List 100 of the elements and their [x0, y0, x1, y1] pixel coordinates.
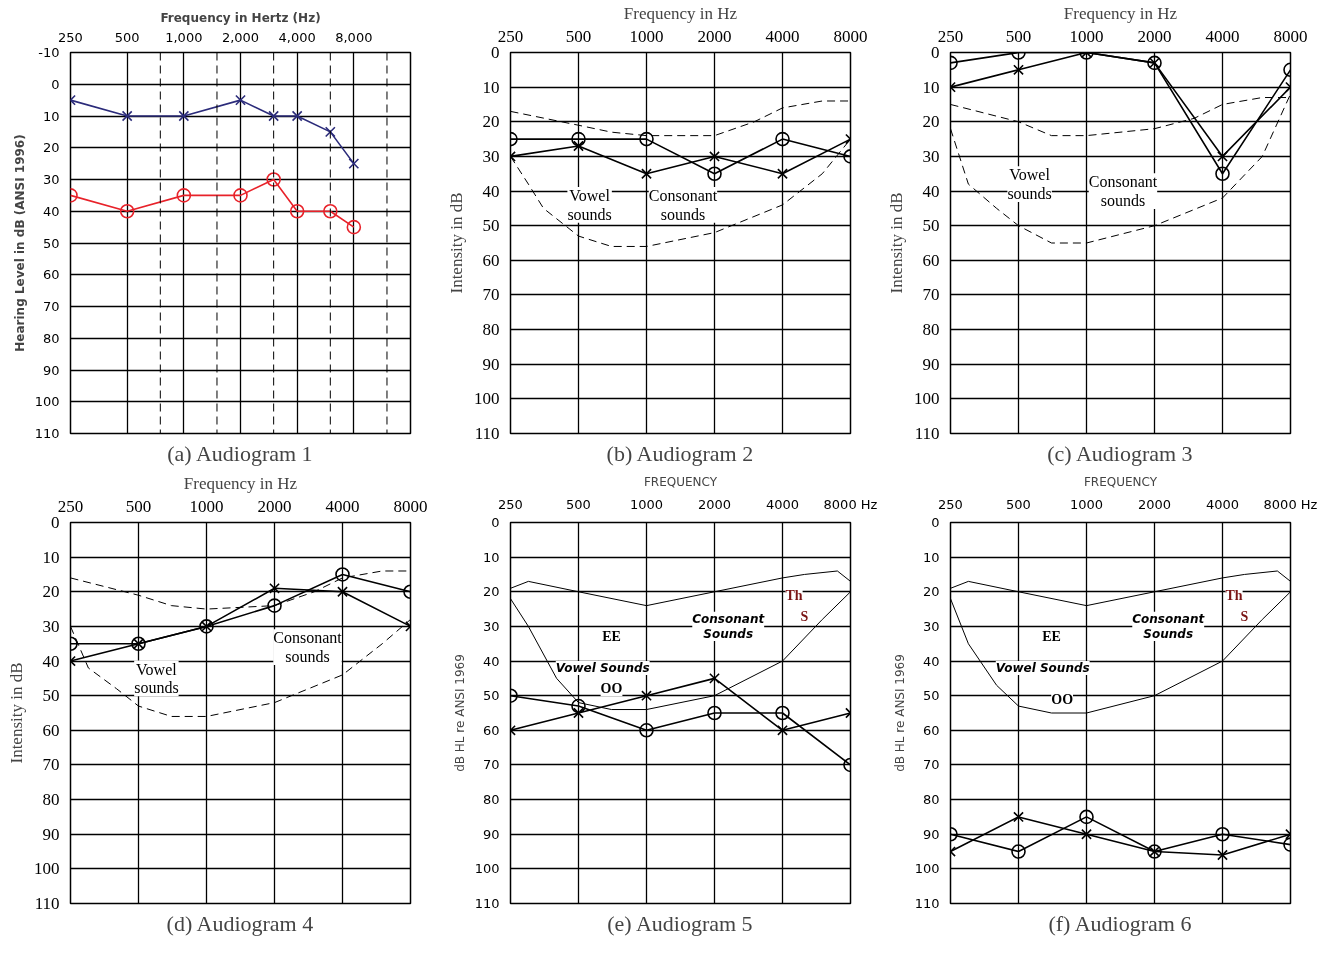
y-tick-label: 50 — [482, 688, 500, 704]
y-tick-label: 10 — [922, 549, 940, 565]
annotation: Vowel sounds — [1007, 166, 1052, 202]
text: (e) Audiogram 5 — [607, 910, 753, 936]
x-tick-label: 8000 — [393, 496, 428, 516]
x-tick-label: 4,000 — [278, 29, 316, 45]
annotation: Consonant sounds — [648, 187, 718, 223]
y-tick-label: 60 — [922, 250, 940, 270]
annotation: S — [1240, 608, 1249, 624]
y-tick-label: 80 — [482, 792, 500, 808]
y-tick-label: 90 — [482, 354, 500, 374]
annotation: OO — [600, 681, 623, 697]
text: (f) Audiogram 6 — [1048, 910, 1192, 936]
y-tick-label: 10 — [922, 77, 940, 97]
x-tick-label: 500 — [1005, 26, 1032, 46]
x-tick-label: 8000 Hz — [1263, 496, 1318, 512]
x-tick-label: 2000 — [697, 496, 732, 512]
x-tick-label: 8000 — [833, 26, 868, 46]
annotation: EE — [1042, 629, 1061, 645]
y-tick-label: 20 — [922, 112, 940, 132]
x-tick-label: 1000 — [1069, 496, 1104, 512]
x-tick-label: 4000 — [1205, 496, 1240, 512]
annotation: Consonant Sounds — [692, 611, 766, 642]
y-tick-label: 60 — [922, 722, 940, 738]
x-tick-label: 2000 — [1137, 496, 1172, 512]
x-tick-label: 2000 — [1137, 26, 1172, 46]
y-tick-label: 60 — [482, 250, 500, 270]
y-tick-label: 80 — [922, 320, 940, 340]
y-tick-label: 110 — [34, 426, 60, 441]
y-tick-label: 10 — [482, 77, 500, 97]
y-tick-label: 50 — [42, 235, 60, 251]
y-tick-label: 80 — [42, 330, 60, 346]
annotation: Vowel Sounds — [995, 660, 1090, 675]
y-tick-label: 110 — [474, 896, 500, 911]
text: (d) Audiogram 4 — [166, 910, 314, 936]
x-axis-title: Frequency in Hz — [1063, 3, 1178, 23]
annotation: Th — [785, 587, 803, 603]
x-tick-label: 500 — [125, 496, 152, 516]
y-tick-label: 100 — [474, 861, 500, 877]
y-tick-label: 80 — [922, 792, 940, 808]
y-tick-label: 20 — [42, 582, 60, 602]
y-tick-label: 70 — [922, 757, 940, 773]
annotation: Vowel sounds — [134, 660, 179, 697]
y-tick-label: 20 — [482, 112, 500, 132]
annotation: Vowel Sounds — [555, 660, 650, 675]
y-tick-label: 40 — [482, 653, 500, 669]
y-tick-label: 90 — [42, 824, 60, 844]
text: (b) Audiogram 2 — [606, 440, 754, 466]
x-tick-label: 2000 — [697, 26, 732, 46]
y-tick-label: 80 — [42, 790, 60, 810]
y-tick-label: 110 — [34, 894, 60, 913]
x-tick-label: 4000 — [765, 26, 800, 46]
x-tick-label: 250 — [58, 29, 83, 45]
annotation: EE — [602, 629, 621, 645]
y-tick-label: 30 — [922, 618, 940, 634]
x-tick-label: 500 — [565, 26, 592, 46]
annotation: Consonant sounds — [1088, 173, 1158, 209]
text: (a) Audiogram 1 — [167, 440, 313, 466]
y-tick-label: 0 — [491, 43, 500, 62]
y-tick-label: 70 — [922, 285, 940, 305]
y-axis-title: Hearing Level in dB (ANSI 1996) — [12, 134, 27, 352]
x-tick-label: 1000 — [629, 496, 664, 512]
y-tick-label: 40 — [922, 653, 940, 669]
y-axis-title: Intensity in dB — [447, 192, 466, 294]
y-tick-label: 110 — [914, 896, 940, 911]
x-tick-label: 8000 — [1273, 26, 1308, 46]
y-tick-label: 90 — [922, 354, 940, 374]
y-tick-label: 40 — [42, 651, 60, 671]
x-tick-label: 1000 — [189, 496, 224, 516]
x-axis-title: Frequency in Hz — [183, 473, 298, 493]
y-tick-label: 40 — [482, 181, 500, 201]
y-tick-label: 30 — [42, 616, 60, 636]
y-tick-label: 40 — [42, 203, 60, 219]
y-tick-label: 0 — [491, 515, 500, 530]
y-tick-label: 50 — [42, 686, 60, 706]
y-tick-label: 0 — [51, 513, 60, 532]
x-tick-label: 4000 — [325, 496, 360, 516]
y-tick-label: 70 — [482, 757, 500, 773]
y-tick-label: 110 — [474, 424, 500, 443]
x-axis-title: Frequency in Hz — [623, 3, 738, 23]
x-tick-label: 250 — [57, 496, 84, 516]
y-tick-label: 0 — [931, 43, 940, 62]
y-tick-label: 70 — [42, 299, 60, 314]
y-tick-label: 70 — [482, 285, 500, 305]
x-tick-label: 1000 — [1069, 26, 1104, 46]
y-tick-label: 20 — [42, 140, 60, 156]
x-tick-label: 500 — [566, 496, 591, 512]
x-tick-label: 250 — [497, 26, 524, 46]
x-tick-label: 8,000 — [335, 29, 373, 45]
x-tick-label: 250 — [938, 496, 963, 512]
annotation: OO — [1051, 691, 1074, 707]
y-tick-label: -10 — [38, 45, 60, 60]
y-axis-title: dB HL re ANSI 1969 — [892, 654, 907, 772]
x-tick-label: 8000 Hz — [823, 496, 878, 512]
y-tick-label: 100 — [34, 859, 60, 879]
y-tick-label: 110 — [914, 424, 940, 443]
x-tick-label: 500 — [1006, 496, 1031, 512]
x-tick-label: 1000 — [629, 26, 664, 46]
y-tick-label: 90 — [922, 826, 940, 842]
y-tick-label: 60 — [482, 722, 500, 738]
